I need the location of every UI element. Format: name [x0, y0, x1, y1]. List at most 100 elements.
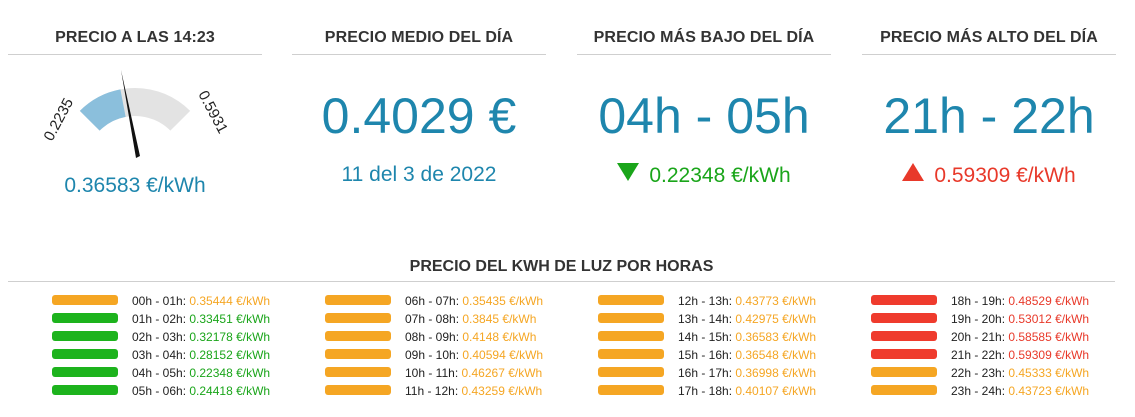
hour-level-bar [325, 349, 391, 359]
gauge-needle [121, 70, 140, 158]
hour-level-bar [325, 313, 391, 323]
hour-row: 22h - 23h: 0.45333 €/kWh [871, 364, 1135, 382]
hour-range: 07h - 08h: [405, 312, 463, 326]
hour-price: 0.58585 €/kWh [1008, 330, 1090, 344]
hour-label: 19h - 20h: 0.53012 €/kWh [951, 312, 1089, 326]
hour-row: 00h - 01h: 0.35444 €/kWh [52, 292, 322, 310]
hour-price: 0.35444 €/kWh [189, 294, 271, 308]
hour-range: 12h - 13h: [678, 294, 736, 308]
hour-label: 18h - 19h: 0.48529 €/kWh [951, 294, 1089, 308]
hour-price: 0.3845 €/kWh [462, 312, 537, 326]
hourly-prices-title: PRECIO DEL KWH DE LUZ POR HORAS [8, 254, 1115, 282]
hour-price: 0.36548 €/kWh [735, 348, 817, 362]
hour-label: 02h - 03h: 0.32178 €/kWh [132, 330, 270, 344]
hour-price: 0.36583 €/kWh [735, 330, 817, 344]
hour-range: 00h - 01h: [132, 294, 190, 308]
hour-range: 10h - 11h: [405, 366, 462, 380]
hour-range: 21h - 22h: [951, 348, 1009, 362]
hour-price: 0.43773 €/kWh [735, 294, 817, 308]
hour-range: 11h - 12h: [405, 384, 462, 398]
hour-label: 22h - 23h: 0.45333 €/kWh [951, 366, 1089, 380]
highest-price-title: PRECIO MÁS ALTO DEL DÍA [862, 18, 1116, 55]
hour-row: 23h - 24h: 0.43723 €/kWh [871, 382, 1135, 400]
hour-level-bar [52, 295, 118, 305]
lowest-price-line: 0.22348 €/kWh [577, 163, 831, 188]
hour-price: 0.36998 €/kWh [735, 366, 817, 380]
hour-row: 02h - 03h: 0.32178 €/kWh [52, 328, 322, 346]
average-price-title: PRECIO MEDIO DEL DÍA [292, 18, 546, 55]
hour-level-bar [52, 385, 118, 395]
hour-row: 06h - 07h: 0.35435 €/kWh [325, 292, 595, 310]
hour-level-bar [598, 349, 664, 359]
hour-price: 0.40594 €/kWh [462, 348, 544, 362]
lowest-price-value: 0.22348 €/kWh [649, 164, 791, 187]
hour-price: 0.45333 €/kWh [1008, 366, 1090, 380]
hour-price: 0.46267 €/kWh [461, 366, 543, 380]
hour-range: 01h - 02h: [132, 312, 190, 326]
hour-row: 03h - 04h: 0.28152 €/kWh [52, 346, 322, 364]
hour-level-bar [52, 367, 118, 377]
current-price-title: PRECIO A LAS 14:23 [8, 18, 262, 55]
hour-label: 11h - 12h: 0.43259 €/kWh [405, 384, 542, 398]
gauge-max-label: 0.5931 [194, 88, 231, 137]
lowest-price-card: PRECIO MÁS BAJO DEL DÍA 04h - 05h 0.2234… [577, 18, 831, 188]
hour-label: 10h - 11h: 0.46267 €/kWh [405, 366, 542, 380]
hour-range: 08h - 09h: [405, 330, 463, 344]
triangle-up-icon [902, 163, 925, 181]
highest-price-range: 21h - 22h [883, 88, 1095, 144]
hour-level-bar [871, 331, 937, 341]
lowest-price-title: PRECIO MÁS BAJO DEL DÍA [577, 18, 831, 55]
hour-label: 16h - 17h: 0.36998 €/kWh [678, 366, 816, 380]
hour-level-bar [325, 331, 391, 341]
hour-label: 05h - 06h: 0.24418 €/kWh [132, 384, 270, 398]
hour-label: 15h - 16h: 0.36548 €/kWh [678, 348, 816, 362]
hour-price: 0.42975 €/kWh [735, 312, 817, 326]
average-price-value: 0.4029 € [321, 88, 517, 144]
hour-label: 12h - 13h: 0.43773 €/kWh [678, 294, 816, 308]
hour-price: 0.22348 €/kWh [189, 366, 271, 380]
hour-label: 13h - 14h: 0.42975 €/kWh [678, 312, 816, 326]
hour-level-bar [598, 313, 664, 323]
hour-range: 23h - 24h: [951, 384, 1009, 398]
highest-price-line: 0.59309 €/kWh [862, 163, 1116, 188]
price-gauge: 0.2235 0.5931 [41, 70, 231, 158]
hour-row: 14h - 15h: 0.36583 €/kWh [598, 328, 868, 346]
hour-label: 00h - 01h: 0.35444 €/kWh [132, 294, 270, 308]
hour-range: 20h - 21h: [951, 330, 1009, 344]
hour-label: 01h - 02h: 0.33451 €/kWh [132, 312, 270, 326]
hour-range: 14h - 15h: [678, 330, 736, 344]
hour-price: 0.59309 €/kWh [1008, 348, 1090, 362]
hour-price: 0.43723 €/kWh [1008, 384, 1090, 398]
gauge-min-label: 0.2235 [41, 95, 78, 144]
hour-row: 21h - 22h: 0.59309 €/kWh [871, 346, 1135, 364]
hour-range: 03h - 04h: [132, 348, 190, 362]
hour-row: 15h - 16h: 0.36548 €/kWh [598, 346, 868, 364]
hour-row: 19h - 20h: 0.53012 €/kWh [871, 310, 1135, 328]
hour-label: 09h - 10h: 0.40594 €/kWh [405, 348, 543, 362]
hour-level-bar [871, 367, 937, 377]
hour-level-bar [52, 313, 118, 323]
current-price-card: PRECIO A LAS 14:23 [8, 18, 262, 55]
hour-level-bar [325, 385, 391, 395]
highest-price-value: 0.59309 €/kWh [934, 164, 1076, 187]
hour-price: 0.35435 €/kWh [462, 294, 544, 308]
hourly-column: 12h - 13h: 0.43773 €/kWh 13h - 14h: 0.429… [598, 292, 868, 400]
hour-range: 16h - 17h: [678, 366, 736, 380]
hour-price: 0.4148 €/kWh [462, 330, 537, 344]
hour-level-bar [325, 367, 391, 377]
hour-row: 12h - 13h: 0.43773 €/kWh [598, 292, 868, 310]
current-price-value: 0.36583 €/kWh [64, 174, 206, 197]
hour-row: 05h - 06h: 0.24418 €/kWh [52, 382, 322, 400]
hour-row: 04h - 05h: 0.22348 €/kWh [52, 364, 322, 382]
hour-label: 08h - 09h: 0.4148 €/kWh [405, 330, 536, 344]
hour-price: 0.40107 €/kWh [735, 384, 817, 398]
hour-label: 04h - 05h: 0.22348 €/kWh [132, 366, 270, 380]
hour-range: 13h - 14h: [678, 312, 736, 326]
hour-level-bar [598, 367, 664, 377]
hour-level-bar [52, 331, 118, 341]
hour-row: 13h - 14h: 0.42975 €/kWh [598, 310, 868, 328]
hour-label: 17h - 18h: 0.40107 €/kWh [678, 384, 816, 398]
average-price-date: 11 del 3 de 2022 [341, 163, 497, 186]
hour-range: 19h - 20h: [951, 312, 1009, 326]
hour-price: 0.53012 €/kWh [1008, 312, 1090, 326]
